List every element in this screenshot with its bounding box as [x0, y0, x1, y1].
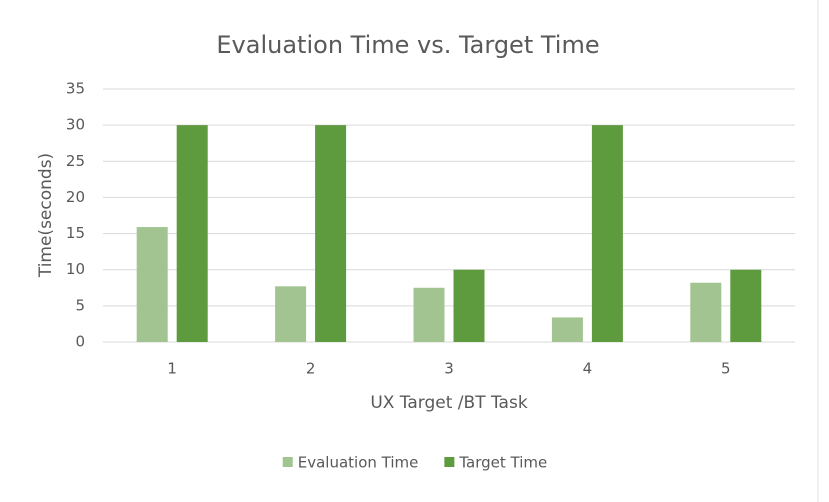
bar: [413, 287, 445, 342]
y-tick-label: 5: [75, 296, 85, 314]
y-tick-label: 30: [66, 116, 85, 134]
legend-label: Target Time: [458, 454, 547, 472]
legend-swatch: [444, 457, 455, 467]
x-tick-label: 5: [721, 360, 731, 378]
y-tick-label: 15: [66, 224, 85, 242]
legend-label: Evaluation Time: [298, 454, 419, 472]
x-axis-title: UX Target /BT Task: [370, 393, 528, 413]
bar: [591, 125, 623, 343]
y-tick-label: 35: [66, 80, 85, 98]
bar: [730, 269, 762, 342]
bar: [315, 125, 347, 343]
y-tick-label: 10: [66, 260, 85, 278]
x-tick-label: 2: [306, 360, 316, 378]
bar: [176, 125, 208, 343]
chart-title: Evaluation Time vs. Target Time: [216, 31, 599, 59]
x-tick-label: 1: [167, 360, 177, 378]
bar: [136, 227, 168, 342]
bar: [551, 317, 583, 342]
y-tick-label: 25: [66, 152, 85, 170]
bar: [453, 269, 485, 342]
legend-swatch: [282, 457, 293, 467]
y-tick-label: 0: [75, 333, 85, 351]
y-tick-label: 20: [66, 188, 85, 206]
y-axis-title: Time(seconds): [36, 153, 56, 278]
x-tick-label: 4: [583, 360, 593, 378]
bar: [275, 286, 307, 342]
bar: [690, 282, 722, 342]
x-tick-label: 3: [444, 360, 454, 378]
